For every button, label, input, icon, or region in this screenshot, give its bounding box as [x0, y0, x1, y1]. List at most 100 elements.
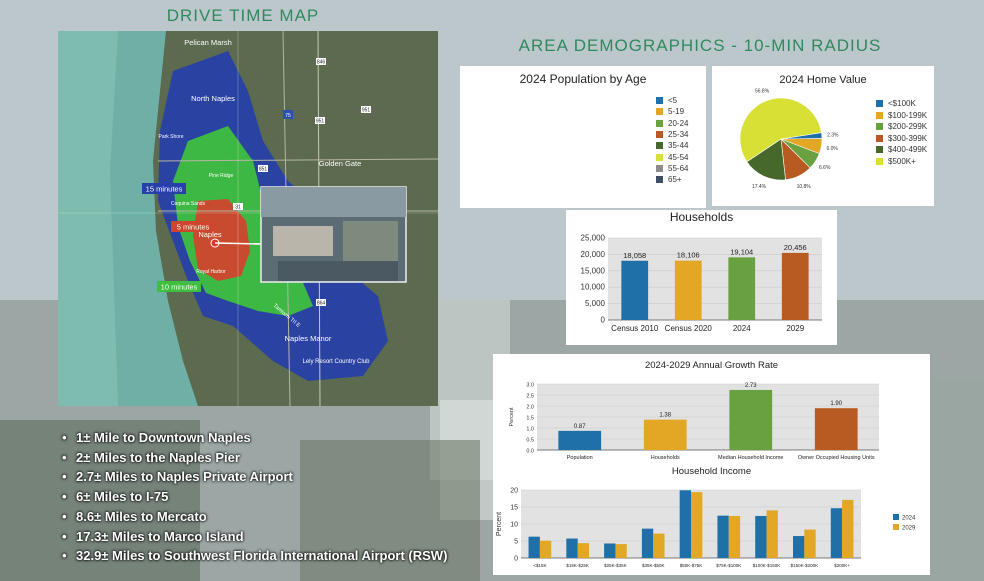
- y-tick-label: 1.5: [526, 416, 534, 422]
- pie-slice-4: [746, 138, 786, 181]
- y-tick-label: 15: [510, 505, 518, 512]
- y-tick-label: 2.5: [526, 394, 534, 400]
- bar-value-label: 0.87: [574, 424, 586, 430]
- y-tick-label: 10,000: [581, 283, 606, 292]
- bar: [755, 515, 767, 558]
- drive-time-map: 15 minutes 5 minutes 10 minutes Pelican …: [58, 31, 438, 406]
- legend-item: $400-499K: [876, 145, 927, 154]
- road-shield-31: 31: [235, 205, 241, 211]
- chart-title: Households: [669, 210, 734, 224]
- road-shield-951: 951: [316, 119, 325, 125]
- place-label-pelican-marsh: Pelican Marsh: [184, 38, 232, 47]
- bar-value-label: 1.38: [659, 413, 671, 419]
- pie-value-label: 2.3%: [827, 133, 839, 139]
- legend-swatch: [656, 176, 663, 184]
- bar: [558, 430, 602, 450]
- legend-label: <$100K: [888, 99, 916, 108]
- legend-label: 55-64: [668, 163, 689, 173]
- bar-value-label: 1.90: [830, 401, 842, 407]
- x-tick-label: Households: [651, 455, 680, 461]
- bar: [728, 515, 741, 558]
- bar: [781, 252, 809, 320]
- chart-title: 2024 Population by Age: [519, 72, 647, 86]
- bar: [814, 408, 858, 450]
- road-shield-i75: 75: [285, 113, 291, 119]
- y-tick-label: 5,000: [585, 299, 606, 308]
- chart-title: 2024 Home Value: [779, 74, 867, 86]
- y-axis-label: Percent: [496, 512, 503, 536]
- y-tick-label: 20,000: [581, 250, 606, 259]
- place-label-north-naples: North Naples: [191, 94, 235, 103]
- legend-label: $200-299K: [888, 122, 928, 132]
- area-demographics-title: AREA DEMOGRAPHICS - 10-MIN RADIUS: [518, 36, 882, 55]
- road-shield-851: 851: [259, 167, 268, 173]
- list-item: • 1± Mile to Downtown Naples: [62, 430, 251, 445]
- bar: [566, 538, 578, 558]
- chart-title: 2024-2029 Annual Growth Rate: [644, 360, 779, 371]
- zone-label-5: 5 minutes: [177, 223, 210, 232]
- distance-list: • 1± Mile to Downtown Naples • 2± Miles to…: [62, 428, 447, 566]
- y-tick-label: 25,000: [581, 234, 606, 243]
- legend-item: $200-299K: [876, 122, 927, 131]
- bar-value-label: 2.73: [745, 383, 757, 389]
- y-tick-label: 10: [510, 522, 518, 529]
- y-tick-label: 20: [510, 488, 518, 495]
- drive-time-map-title: DRIVE TIME MAP: [166, 6, 320, 25]
- legend-label: 45-54: [668, 152, 689, 162]
- bar-value-label: 20,456: [784, 243, 807, 252]
- legend-item: 45-54: [656, 153, 688, 162]
- legend-swatch: [876, 111, 883, 119]
- bar: [643, 419, 687, 450]
- y-tick-label: 5: [514, 539, 518, 546]
- bar-value-label: 19,104: [730, 247, 753, 256]
- place-label-coquina-sands: Coquina Sands: [171, 201, 206, 207]
- growth-rate-chart: 2024-2029 Annual Growth Rate 0.0 0.5 1.0 1.…: [493, 354, 930, 466]
- legend-label: 25-34: [668, 129, 689, 139]
- bar-value-label: 18,058: [623, 251, 646, 260]
- zone-label-10: 10 minutes: [161, 283, 198, 292]
- y-tick-label: 3.0: [526, 383, 534, 389]
- place-label-royal-harbor: Royal Harbor: [196, 269, 226, 275]
- y-tick-label: 0: [514, 556, 518, 563]
- legend-item: 65+: [656, 175, 682, 184]
- x-tick-label: 2029: [786, 324, 804, 333]
- place-label-pine-ridge: Pine Ridge: [209, 173, 234, 179]
- list-item: • 2± Miles to the Naples Pier: [62, 449, 240, 465]
- y-tick-label: 2.0: [526, 405, 534, 411]
- legend-item: 35-44: [656, 141, 688, 150]
- bar: [528, 536, 540, 558]
- legend-label: $500K+: [888, 157, 916, 166]
- place-label-golden-gate: Golden Gate: [319, 159, 362, 168]
- y-axis-label: Percent: [509, 407, 515, 426]
- household-income-chart: Household Income 0 5 10 15 20 Percent <$15K $15…: [493, 466, 930, 575]
- x-tick-label: $15K-$25K: [566, 563, 589, 568]
- list-item: • 2.7± Miles to Naples Private Airport: [62, 469, 293, 485]
- population-by-age-chart: 2024 Population by Age 2.9%10.5%4.7%8.9%…: [460, 66, 706, 208]
- pie-value-label: 6.6%: [819, 165, 831, 171]
- households-chart: Households 0 5,000 10,000 15,000 20,000 25,00…: [566, 210, 837, 345]
- bar: [577, 543, 589, 558]
- bar-value-label: 18,106: [677, 251, 700, 260]
- legend-item: <5: [656, 96, 677, 105]
- legend-swatch: [656, 164, 663, 172]
- legend-item: $500K+: [876, 157, 916, 166]
- legend-swatch: [876, 123, 883, 131]
- legend-swatch: [656, 97, 663, 104]
- chart-title: Household Income: [671, 466, 752, 477]
- bar: [691, 492, 703, 558]
- pie-value-label: 17.4%: [752, 184, 767, 190]
- legend-label: $400-499K: [888, 145, 928, 155]
- place-label-naples-manor: Naples Manor: [285, 334, 332, 343]
- home-value-chart: 2024 Home Value 2.3% 6.0% 6.6% 10.8% 17.4% 56…: [712, 66, 934, 206]
- road-shield-951-north: 951: [362, 108, 371, 114]
- x-tick-label: Census 2020: [665, 324, 713, 333]
- bar: [793, 536, 805, 558]
- legend-swatch: [876, 146, 883, 154]
- bar: [804, 529, 816, 558]
- list-item: • 8.6± Miles to Mercato: [62, 508, 207, 524]
- x-tick-label: $50K-$75K: [680, 563, 703, 568]
- legend-item: $100-199K: [876, 111, 927, 120]
- y-tick-label: 0: [601, 316, 606, 325]
- bar: [717, 515, 729, 558]
- legend-swatch: [876, 134, 883, 142]
